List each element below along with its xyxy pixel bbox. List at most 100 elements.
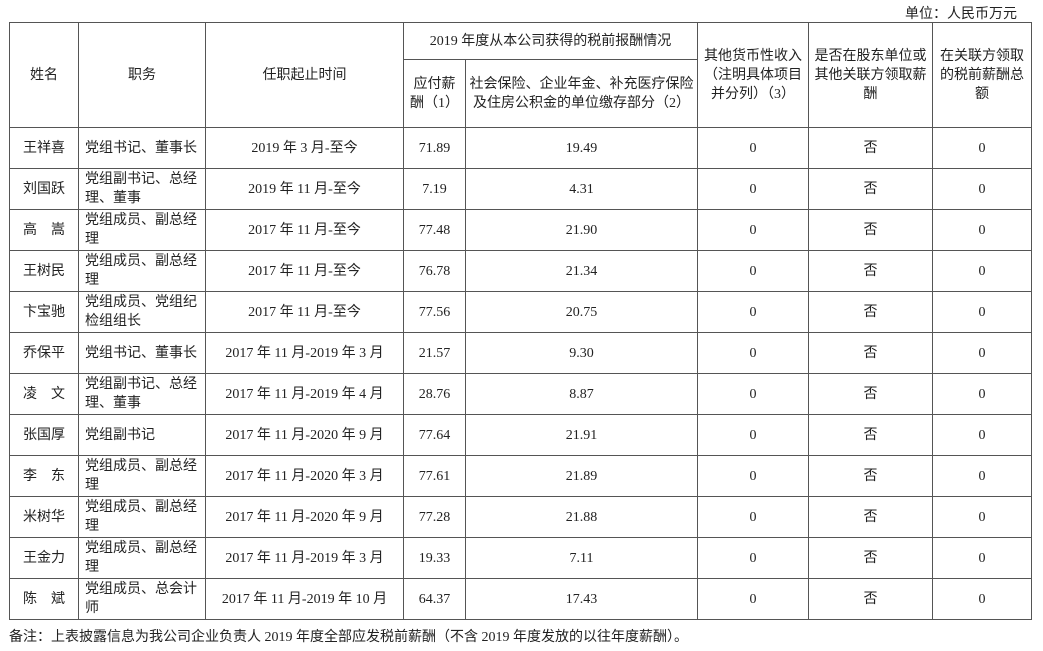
table-row: 刘国跃 党组副书记、总经理、董事 2019 年 11 月-至今 7.19 4.31 0 否 0: [9, 168, 1032, 210]
cell-other: 0: [697, 414, 809, 456]
compensation-table: 姓名 职务 任职起止时间 2019 年度从本公司获得的税前报酬情况 其他货币性收…: [9, 22, 1032, 620]
cell-role: 党组成员、总会计师: [78, 578, 206, 620]
cell-insurance: 21.90: [465, 209, 698, 251]
cell-salary: 7.19: [403, 168, 466, 210]
table-row: 王树民 党组成员、副总经理 2017 年 11 月-至今 76.78 21.34 0 否 0: [9, 250, 1032, 292]
cell-role: 党组成员、副总经理: [78, 537, 206, 579]
cell-insurance: 21.91: [465, 414, 698, 456]
cell-salary: 71.89: [403, 127, 466, 169]
cell-role: 党组副书记: [78, 414, 206, 456]
cell-role: 党组成员、副总经理: [78, 496, 206, 538]
cell-insurance: 17.43: [465, 578, 698, 620]
cell-name: 乔保平: [9, 332, 79, 374]
cell-related: 0: [932, 578, 1032, 620]
cell-shareholder: 否: [808, 127, 933, 169]
cell-role: 党组成员、副总经理: [78, 455, 206, 497]
cell-tenure: 2017 年 11 月-2020 年 9 月: [205, 496, 404, 538]
unit-label: 单位：人民币万元: [905, 7, 1017, 22]
cell-shareholder: 否: [808, 496, 933, 538]
cell-salary: 77.48: [403, 209, 466, 251]
cell-tenure: 2017 年 11 月-2019 年 10 月: [205, 578, 404, 620]
table-row: 高 嵩党组成员、副总经理 2017 年 11 月-至今 77.48 21.90 0 否 0: [9, 209, 1032, 251]
header-insurance: 社会保险、企业年金、补充医疗保险及住房公积金的单位缴存部分（2）: [465, 59, 698, 128]
cell-insurance: 8.87: [465, 373, 698, 415]
table-row: 凌 文党组副书记、总经理、董事 2017 年 11 月-2019 年 4 月 28.…: [9, 373, 1032, 415]
cell-shareholder: 否: [808, 291, 933, 333]
table-row: 王金力 党组成员、副总经理 2017 年 11 月-2019 年 3 月 19.33 7…: [9, 537, 1032, 579]
cell-other: 0: [697, 209, 809, 251]
header-group: 2019 年度从本公司获得的税前报酬情况: [403, 22, 698, 60]
header-role: 职务: [78, 22, 206, 128]
cell-name: 王祥喜: [9, 127, 79, 169]
cell-salary: 64.37: [403, 578, 466, 620]
cell-other: 0: [697, 168, 809, 210]
header-name: 姓名: [9, 22, 79, 128]
table-row: 张国厚 党组副书记 2017 年 11 月-2020 年 9 月 77.64 21.91…: [9, 414, 1032, 456]
cell-salary: 77.64: [403, 414, 466, 456]
table-row: 王祥喜 党组书记、董事长 2019 年 3 月-至今 71.89 19.49 0 否 0: [9, 127, 1032, 169]
cell-role: 党组书记、董事长: [78, 332, 206, 374]
cell-tenure: 2017 年 11 月-2019 年 4 月: [205, 373, 404, 415]
cell-name: 陈 斌: [9, 578, 79, 620]
header-shareholder: 是否在股东单位或其他关联方领取薪酬: [808, 22, 933, 128]
cell-related: 0: [932, 250, 1032, 292]
cell-other: 0: [697, 455, 809, 497]
cell-other: 0: [697, 291, 809, 333]
cell-shareholder: 否: [808, 578, 933, 620]
cell-insurance: 19.49: [465, 127, 698, 169]
cell-shareholder: 否: [808, 168, 933, 210]
cell-tenure: 2019 年 3 月-至今: [205, 127, 404, 169]
cell-role: 党组副书记、总经理、董事: [78, 168, 206, 210]
cell-salary: 77.28: [403, 496, 466, 538]
cell-tenure: 2017 年 11 月-2020 年 9 月: [205, 414, 404, 456]
cell-other: 0: [697, 127, 809, 169]
cell-tenure: 2019 年 11 月-至今: [205, 168, 404, 210]
header-salary: 应付薪酬（1）: [403, 59, 466, 128]
cell-insurance: 7.11: [465, 537, 698, 579]
cell-insurance: 20.75: [465, 291, 698, 333]
cell-name: 刘国跃: [9, 168, 79, 210]
header-tenure: 任职起止时间: [205, 22, 404, 128]
cell-insurance: 4.31: [465, 168, 698, 210]
cell-role: 党组成员、副总经理: [78, 250, 206, 292]
cell-insurance: 9.30: [465, 332, 698, 374]
cell-related: 0: [932, 414, 1032, 456]
table-row: 陈 斌党组成员、总会计师 2017 年 11 月-2019 年 10 月 64.37…: [9, 578, 1032, 620]
cell-salary: 21.57: [403, 332, 466, 374]
cell-role: 党组成员、副总经理: [78, 209, 206, 251]
cell-related: 0: [932, 209, 1032, 251]
cell-tenure: 2017 年 11 月-2020 年 3 月: [205, 455, 404, 497]
cell-name: 李 东: [9, 455, 79, 497]
cell-shareholder: 否: [808, 455, 933, 497]
cell-insurance: 21.34: [465, 250, 698, 292]
cell-shareholder: 否: [808, 414, 933, 456]
cell-other: 0: [697, 578, 809, 620]
cell-other: 0: [697, 373, 809, 415]
cell-role: 党组成员、党组纪检组组长: [78, 291, 206, 333]
cell-related: 0: [932, 127, 1032, 169]
cell-name: 卞宝驰: [9, 291, 79, 333]
cell-name: 王树民: [9, 250, 79, 292]
cell-salary: 77.61: [403, 455, 466, 497]
cell-salary: 19.33: [403, 537, 466, 579]
table-row: 卞宝驰 党组成员、党组纪检组组长 2017 年 11 月-至今 77.56 20.75 0…: [9, 291, 1032, 333]
cell-tenure: 2017 年 11 月-至今: [205, 250, 404, 292]
cell-other: 0: [697, 250, 809, 292]
cell-other: 0: [697, 537, 809, 579]
cell-shareholder: 否: [808, 250, 933, 292]
cell-role: 党组书记、董事长: [78, 127, 206, 169]
table-row: 乔保平 党组书记、董事长 2017 年 11 月-2019 年 3 月 21.57 9.…: [9, 332, 1032, 374]
cell-role: 党组副书记、总经理、董事: [78, 373, 206, 415]
cell-name: 张国厚: [9, 414, 79, 456]
cell-insurance: 21.88: [465, 496, 698, 538]
cell-other: 0: [697, 496, 809, 538]
cell-name: 高 嵩: [9, 209, 79, 251]
table-row: 李 东党组成员、副总经理 2017 年 11 月-2020 年 3 月 77.61 2…: [9, 455, 1032, 497]
footnote: 备注：上表披露信息为我公司企业负责人 2019 年度全部应发税前薪酬（不含 20…: [9, 630, 688, 645]
header-related: 在关联方领取的税前薪酬总额: [932, 22, 1032, 128]
cell-related: 0: [932, 537, 1032, 579]
cell-name: 王金力: [9, 537, 79, 579]
cell-shareholder: 否: [808, 209, 933, 251]
cell-other: 0: [697, 332, 809, 374]
cell-name: 凌 文: [9, 373, 79, 415]
